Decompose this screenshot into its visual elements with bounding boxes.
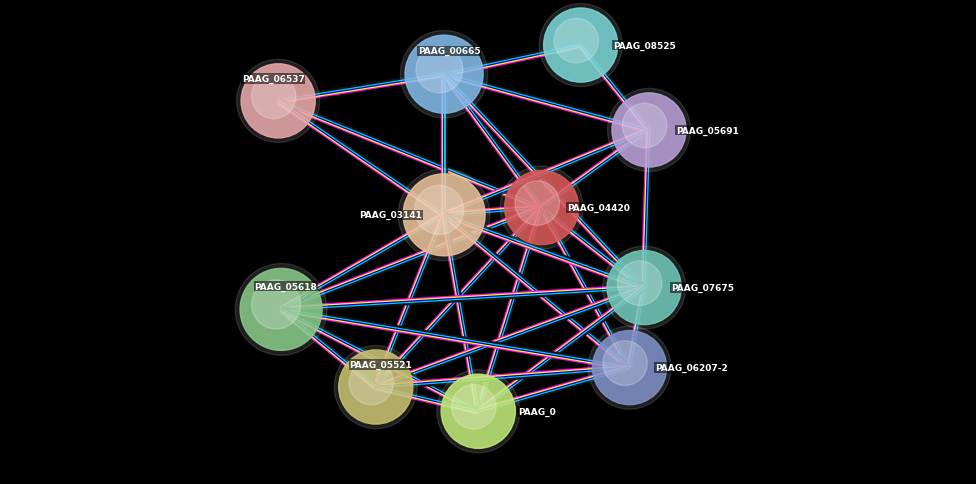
Ellipse shape xyxy=(603,341,647,386)
Text: PAAG_06207-2: PAAG_06207-2 xyxy=(655,363,727,372)
Ellipse shape xyxy=(416,47,463,94)
Ellipse shape xyxy=(252,280,301,330)
Text: PAAG_05691: PAAG_05691 xyxy=(676,126,739,135)
Ellipse shape xyxy=(400,31,488,119)
Ellipse shape xyxy=(241,65,315,138)
Ellipse shape xyxy=(612,94,686,167)
Ellipse shape xyxy=(334,346,418,429)
Ellipse shape xyxy=(500,166,584,250)
Ellipse shape xyxy=(436,370,520,453)
Ellipse shape xyxy=(607,251,681,325)
Ellipse shape xyxy=(240,269,322,351)
Text: PAAG_03141: PAAG_03141 xyxy=(359,211,422,220)
Ellipse shape xyxy=(588,326,671,409)
Ellipse shape xyxy=(505,171,579,245)
Ellipse shape xyxy=(252,75,296,120)
Ellipse shape xyxy=(236,60,320,143)
Ellipse shape xyxy=(618,261,662,306)
Ellipse shape xyxy=(403,174,485,257)
Ellipse shape xyxy=(349,361,393,405)
Ellipse shape xyxy=(623,104,667,149)
Ellipse shape xyxy=(441,375,515,448)
Ellipse shape xyxy=(539,4,623,88)
Ellipse shape xyxy=(415,186,464,235)
Ellipse shape xyxy=(398,169,490,261)
Text: PAAG_05521: PAAG_05521 xyxy=(349,361,412,369)
Text: PAAG_06537: PAAG_06537 xyxy=(242,75,305,84)
Ellipse shape xyxy=(592,331,667,405)
Ellipse shape xyxy=(602,246,686,330)
Ellipse shape xyxy=(515,182,559,226)
Text: PAAG_08525: PAAG_08525 xyxy=(613,42,675,50)
Ellipse shape xyxy=(607,89,691,172)
Ellipse shape xyxy=(544,9,618,83)
Ellipse shape xyxy=(554,19,598,64)
Text: PAAG_05618: PAAG_05618 xyxy=(255,282,317,291)
Ellipse shape xyxy=(405,36,483,114)
Text: PAAG_0: PAAG_0 xyxy=(518,407,555,416)
Text: PAAG_00665: PAAG_00665 xyxy=(418,47,480,56)
Ellipse shape xyxy=(235,264,327,356)
Ellipse shape xyxy=(339,350,413,424)
Text: PAAG_07675: PAAG_07675 xyxy=(671,284,734,292)
Ellipse shape xyxy=(452,385,496,429)
Text: PAAG_04420: PAAG_04420 xyxy=(567,204,630,212)
